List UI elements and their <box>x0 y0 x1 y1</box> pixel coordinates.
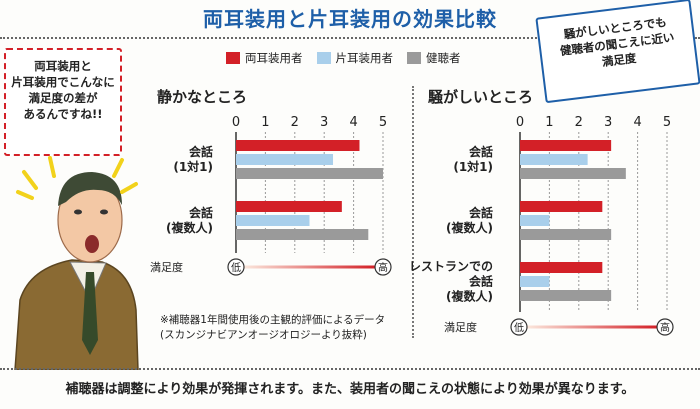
note-line: ※補聴器1年間使用後の主観的評価によるデータ <box>160 314 386 326</box>
title-divider <box>0 37 700 39</box>
x-tick-label: 5 <box>379 115 387 130</box>
bar-normal-hearing <box>520 229 612 240</box>
bar-monaural <box>236 154 334 165</box>
x-tick-label: 5 <box>663 115 671 130</box>
scale-high-marker <box>656 318 674 336</box>
legend-label: 健聴者 <box>426 51 461 65</box>
scale-low-marker <box>227 258 245 276</box>
bubble-left-line: あるんですね!! <box>23 107 103 121</box>
category-label: 会話 <box>469 274 493 289</box>
x-tick-label: 0 <box>516 115 524 130</box>
bar-normal-hearing <box>520 290 612 301</box>
bubble-left-line: 片耳装用でこんなに <box>11 75 115 89</box>
scale-high-label: 高 <box>378 261 388 274</box>
category-label: (1対1) <box>173 159 213 174</box>
chart-legend: 両耳装用者 片耳装用者 健聴者 <box>226 49 475 67</box>
bar-binaural <box>236 140 360 151</box>
bar-normal-hearing <box>236 168 383 179</box>
category-label: レストランでの <box>409 260 493 274</box>
x-tick-label: 4 <box>349 115 357 130</box>
speech-bubble-left: 両耳装用と 片耳装用でこんなに 満足度の差が あるんですね!! <box>4 48 122 156</box>
x-tick-label: 1 <box>261 115 269 130</box>
x-tick-label: 3 <box>604 115 612 130</box>
bubble-left-line: 両耳装用と <box>34 59 92 73</box>
category-label: (複数人) <box>446 220 493 235</box>
bar-binaural <box>520 262 603 273</box>
panel-title: 静かなところ <box>157 88 247 106</box>
elderly-man-illustration <box>14 156 139 370</box>
x-tick-label: 2 <box>575 115 583 130</box>
footer-divider <box>0 368 700 370</box>
bar-monaural <box>236 215 310 226</box>
scale-high-label: 高 <box>660 321 670 334</box>
bar-monaural <box>520 215 550 226</box>
bubble-left-line: 満足度の差が <box>28 91 98 105</box>
legend-item-monaural: 片耳装用者 <box>316 50 394 66</box>
scale-label: 満足度 <box>444 320 477 334</box>
x-tick-label: 1 <box>545 115 553 130</box>
category-label: 会話 <box>189 144 213 159</box>
category-label: 会話 <box>469 205 493 220</box>
bar-binaural <box>520 140 612 151</box>
legend-item-normal-hearing: 健聴者 <box>407 50 461 66</box>
footer-text: 補聴器は調整により効果が発揮されます。また、装用者の聞こえの状態により効果が異な… <box>65 382 635 397</box>
scale-low-label: 低 <box>231 261 241 274</box>
bar-normal-hearing <box>236 229 369 240</box>
legend-swatch <box>407 52 421 64</box>
legend-swatch <box>226 52 240 64</box>
page-title: 両耳装用と片耳装用の効果比較 <box>203 7 497 31</box>
scale-low-marker <box>510 318 528 336</box>
category-label: (複数人) <box>446 289 493 304</box>
x-tick-label: 2 <box>291 115 299 130</box>
legend-swatch <box>316 52 331 64</box>
category-label: (1対1) <box>453 159 493 174</box>
x-tick-label: 0 <box>232 115 240 130</box>
note-line: (スカンジナビアンオージオロジーより抜粋) <box>160 329 367 341</box>
legend-label: 片耳装用者 <box>335 51 394 65</box>
scale-high-marker <box>374 258 392 276</box>
bar-binaural <box>520 201 603 212</box>
scale-label: 満足度 <box>150 260 183 274</box>
category-label: 会話 <box>189 205 213 220</box>
bar-binaural <box>236 201 342 212</box>
bar-monaural <box>520 154 588 165</box>
panel-title: 騒がしいところ <box>428 88 533 106</box>
category-label: 会話 <box>469 144 493 159</box>
bar-monaural <box>520 276 550 287</box>
panel-divider <box>412 86 414 338</box>
x-tick-label: 4 <box>633 115 641 130</box>
scale-low-label: 低 <box>514 321 524 334</box>
legend-label: 両耳装用者 <box>245 51 303 65</box>
bar-normal-hearing <box>520 168 626 179</box>
satisfaction-gradient <box>527 325 657 329</box>
x-tick-label: 3 <box>320 115 328 130</box>
data-source-note: ※補聴器1年間使用後の主観的評価によるデータ (スカンジナビアンオージオロジーよ… <box>160 313 385 343</box>
legend-item-binaural: 両耳装用者 <box>226 50 303 66</box>
satisfaction-gradient <box>244 265 375 269</box>
category-label: (複数人) <box>166 220 213 235</box>
